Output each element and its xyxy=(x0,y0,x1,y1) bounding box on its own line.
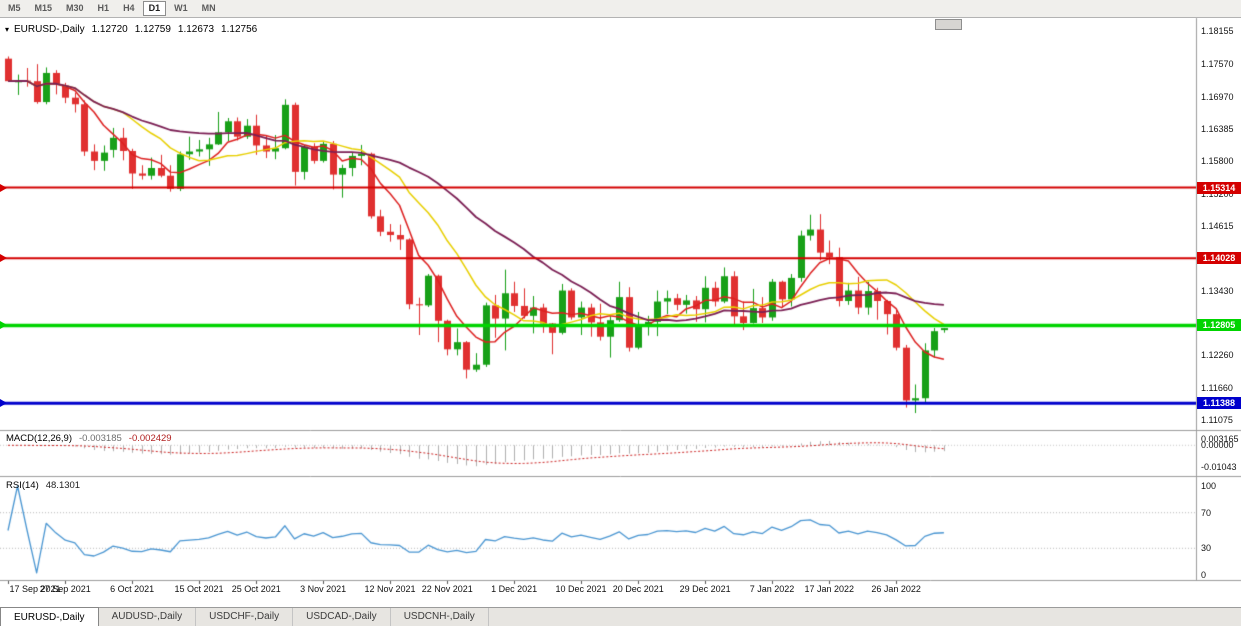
date-axis-label: 26 Jan 2022 xyxy=(871,584,921,594)
price-axis-tick: 1.11075 xyxy=(1201,415,1233,426)
price-axis-tick: 1.18155 xyxy=(1201,26,1234,37)
price-line-badge: 1.15314 xyxy=(1197,181,1241,194)
tab-usdcnh-daily[interactable]: USDCNH-,Daily xyxy=(391,608,489,626)
rsi-axis-tick: 30 xyxy=(1201,543,1212,554)
date-axis-label: 29 Dec 2021 xyxy=(679,584,731,594)
date-axis-label: 7 Jan 2022 xyxy=(749,584,795,594)
chart-dropdown-icon: ▾ xyxy=(5,25,10,34)
price-axis-tick: 1.14615 xyxy=(1201,220,1234,231)
date-axis-label: 1 Dec 2021 xyxy=(491,584,538,594)
chart-tab-bar: EURUSD-,Daily AUDUSD-,Daily USDCHF-,Daily U… xyxy=(0,607,1241,626)
timeframe-h4-button[interactable]: H4 xyxy=(123,3,135,13)
date-axis-label: 22 Nov 2021 xyxy=(421,584,473,594)
ohlc-low: 1.12673 xyxy=(177,24,215,35)
price-line-badge: 1.12805 xyxy=(1197,319,1241,332)
rsi-value: 48.1301 xyxy=(45,480,81,491)
rsi-axis-tick: 100 xyxy=(1201,481,1217,491)
tab-eurusd-daily[interactable]: EURUSD-,Daily xyxy=(0,607,99,626)
chart-title: ▾ EURUSD-,Daily 1.12720 1.12759 1.12673 … xyxy=(5,24,257,35)
timeframe-m30-button[interactable]: M30 xyxy=(66,3,84,13)
date-axis-label: 17 Sep 2021 xyxy=(9,584,61,594)
date-axis-label: 10 Dec 2021 xyxy=(555,584,607,594)
price-line-marker xyxy=(0,254,7,263)
date-axis-label: 6 Oct 2021 xyxy=(110,584,155,594)
timeframe-mn-button[interactable]: MN xyxy=(201,3,216,13)
timeframe-w1-button[interactable]: W1 xyxy=(174,3,188,13)
date-axis-label: 17 Jan 2022 xyxy=(804,584,855,594)
timeframe-h1-button[interactable]: H1 xyxy=(97,3,110,13)
tab-usdcad-daily[interactable]: USDCAD-,Daily xyxy=(293,608,391,626)
price-line-marker xyxy=(0,321,7,330)
price-line-badge: 1.11388 xyxy=(1197,397,1241,410)
macd-signal-value: -0.002429 xyxy=(128,433,172,444)
macd-name: MACD(12,26,9) xyxy=(6,433,72,444)
macd-axis-tick: 0.003165 xyxy=(1201,433,1239,444)
price-axis-tick: 1.17570 xyxy=(1201,58,1234,69)
rsi-axis-tick: 0 xyxy=(1201,570,1207,580)
macd-axis-tick: -0.01043 xyxy=(1201,461,1237,472)
price-axis-tick: 1.13430 xyxy=(1201,286,1234,297)
timeframe-m5-button[interactable]: M5 xyxy=(8,3,21,13)
price-line-badge: 1.14028 xyxy=(1197,252,1241,265)
date-axis-label: 25 Oct 2021 xyxy=(231,584,281,594)
macd-axis-tick: 0.00000 xyxy=(1201,440,1234,451)
chart-symbol-period: EURUSD-,Daily xyxy=(14,24,85,35)
macd-main-value: -0.003185 xyxy=(79,433,122,444)
tab-audusd-daily[interactable]: AUDUSD-,Daily xyxy=(99,608,197,626)
macd-indicator-label: MACD(12,26,9) -0.003185 -0.002429 xyxy=(6,433,172,444)
timeframe-d1-button[interactable]: D1 xyxy=(142,1,167,16)
rsi-indicator-label: RSI(14) 48.1301 xyxy=(6,480,80,491)
date-axis-label: 3 Nov 2021 xyxy=(300,584,347,594)
tab-usdchf-daily[interactable]: USDCHF-,Daily xyxy=(196,608,294,626)
price-line-marker xyxy=(0,399,7,408)
ohlc-high: 1.12759 xyxy=(134,24,171,35)
date-axis-label: 27 Sep 2021 xyxy=(39,584,91,594)
rsi-axis-tick: 70 xyxy=(1201,507,1212,518)
price-axis-tick: 1.15800 xyxy=(1201,155,1234,166)
price-axis-tick: 1.12260 xyxy=(1201,350,1234,361)
ohlc-close: 1.12756 xyxy=(221,24,258,35)
ohlc-open: 1.12720 xyxy=(91,24,128,35)
chart-scrollbar-thumb[interactable] xyxy=(935,19,962,30)
price-axis-tick: 1.16970 xyxy=(1201,91,1234,102)
price-axis-tick: 1.15200 xyxy=(1201,188,1234,199)
timeframe-toolbar: M5 M15 M30 H1 H4 D1 W1 MN xyxy=(0,0,1241,18)
date-axis-label: 12 Nov 2021 xyxy=(364,584,416,594)
timeframe-m15-button[interactable]: M15 xyxy=(34,3,53,13)
price-axis-tick: 1.11660 xyxy=(1201,383,1233,394)
rsi-name: RSI(14) xyxy=(6,480,39,491)
date-axis-label: 15 Oct 2021 xyxy=(174,584,224,594)
price-line-marker xyxy=(0,183,7,192)
date-axis-label: 20 Dec 2021 xyxy=(612,584,664,594)
price-axis-tick: 1.16385 xyxy=(1201,123,1234,134)
